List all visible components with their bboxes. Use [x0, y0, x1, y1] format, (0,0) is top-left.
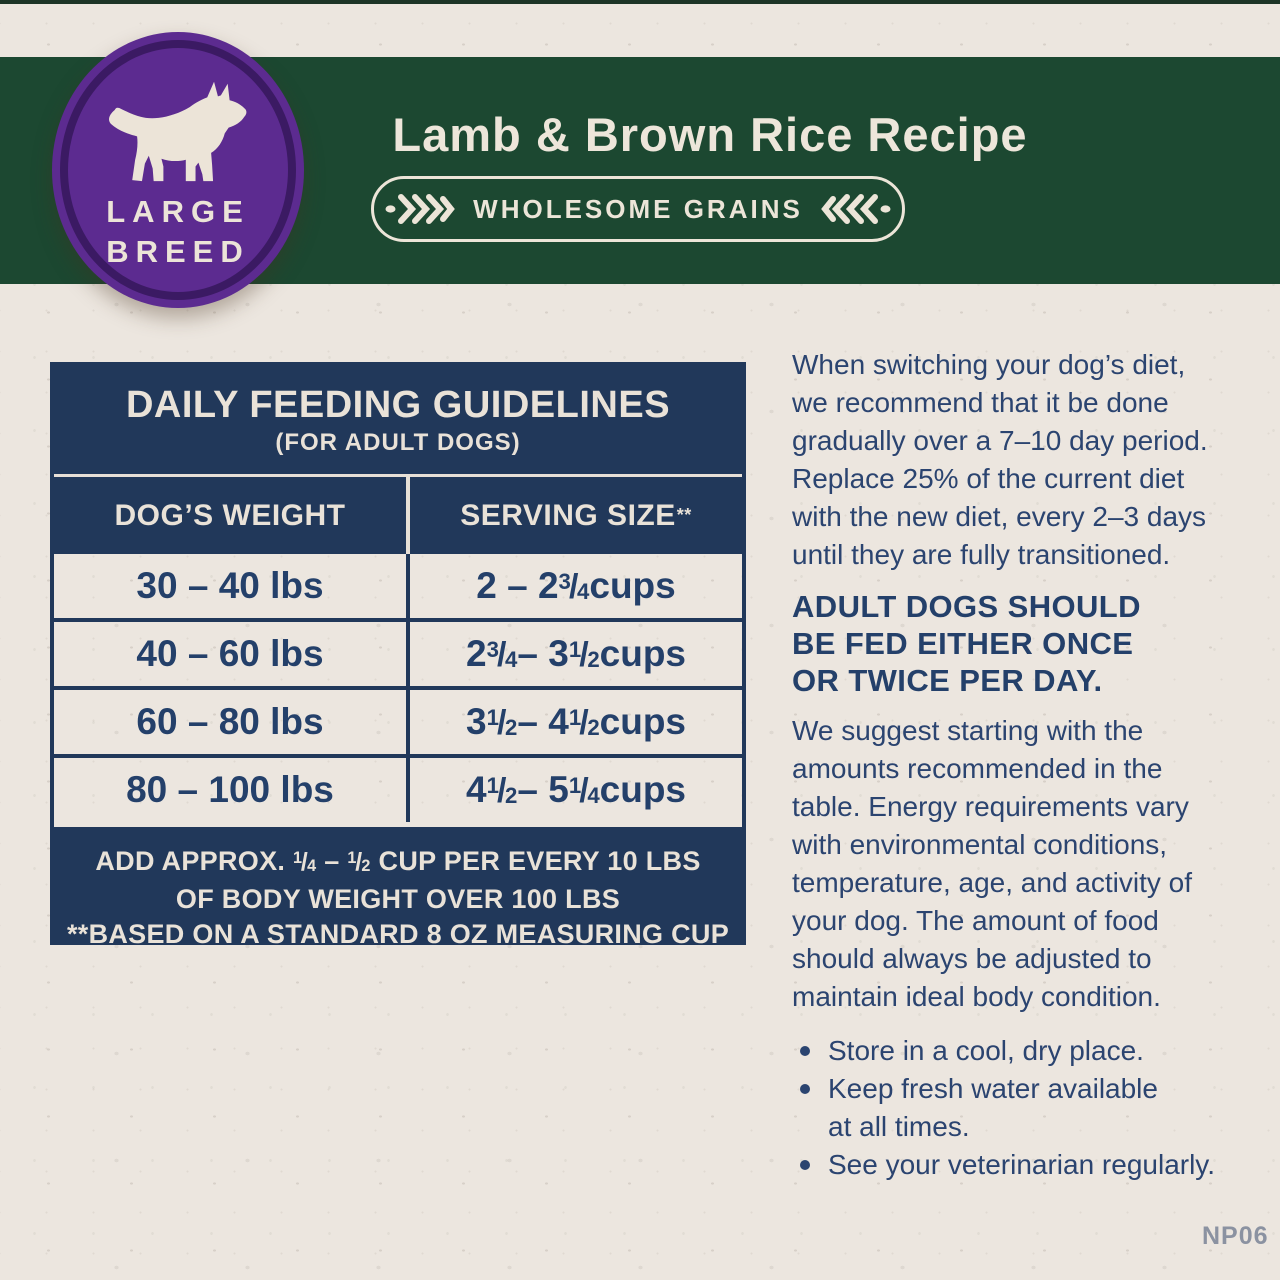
table-row: 60 – 80 lbs 3 1/2 – 4 1/2 cups	[54, 690, 742, 754]
weight-cell: 30 – 40 lbs	[136, 565, 324, 606]
list-item: Store in a cool, dry place.	[792, 1032, 1240, 1070]
adult-dogs-heading: ADULT DOGS SHOULD BE FED EITHER ONCE OR …	[792, 589, 1141, 698]
serving-cell: 2 – 2 3/4 cups	[476, 565, 676, 606]
recipe-title: Lamb & Brown Rice Recipe	[392, 108, 1028, 161]
column-divider	[406, 477, 410, 554]
table-subtitle: (FOR ADULT DOGS)	[275, 428, 521, 456]
row-separator	[54, 618, 742, 622]
serving-size-text: SERVING SIZE	[460, 498, 676, 532]
table-title-block: DAILY FEEDING GUIDELINES (FOR ADULT DOGS…	[54, 366, 742, 477]
wheat-sprig-left-icon	[385, 194, 455, 224]
weight-cell: 60 – 80 lbs	[136, 701, 324, 742]
weight-cell: 40 – 60 lbs	[136, 633, 324, 674]
table-header-row: DOG’S WEIGHT SERVING SIZE **	[54, 477, 742, 554]
list-item: Keep fresh water available at all times.	[792, 1070, 1240, 1146]
amounts-paragraph: We suggest starting with the amounts rec…	[792, 715, 1192, 1012]
footnote-line2: OF BODY WEIGHT OVER 100 LBS	[175, 883, 621, 914]
serving-size-asterisks: **	[676, 505, 692, 525]
serving-cell: 4 1/2 – 5 1/4 cups	[465, 769, 687, 810]
serving-cell: 2 3/4 – 3 1/2 cups	[465, 633, 687, 674]
wheat-sprig-right-icon	[820, 194, 891, 224]
table-row: 40 – 60 lbs 2 3/4 – 3 1/2 cups	[54, 622, 742, 686]
feeding-guidelines-table: DAILY FEEDING GUIDELINES (FOR ADULT DOGS…	[50, 362, 746, 949]
transition-paragraph: When switching your dog’s diet, we recom…	[792, 349, 1208, 570]
large-breed-label: LARGE BREED	[52, 192, 304, 272]
badge-line2: BREED	[106, 234, 250, 269]
column-divider	[406, 690, 410, 754]
list-item: See your veterinarian regularly.	[792, 1146, 1240, 1184]
large-breed-badge: LARGE BREED	[52, 32, 304, 308]
row-separator	[54, 754, 742, 758]
column-header-serving-size: SERVING SIZE **	[410, 477, 742, 554]
column-divider	[406, 758, 410, 822]
feeding-info-column: When switching your dog’s diet, we recom…	[792, 346, 1240, 1184]
table-row: 30 – 40 lbs 2 – 2 3/4 cups	[54, 554, 742, 618]
measuring-cup-note: **BASED ON A STANDARD 8 OZ MEASURING CUP	[66, 918, 730, 949]
product-code: NP06	[1202, 1222, 1269, 1250]
package-top-edge	[0, 0, 1280, 4]
table-title: DAILY FEEDING GUIDELINES	[125, 383, 671, 426]
wholesome-grains-label: WHOLESOME GRAINS	[473, 193, 803, 224]
badge-line1: LARGE	[106, 194, 250, 229]
weight-cell: 80 – 100 lbs	[126, 769, 334, 810]
column-divider	[406, 622, 410, 686]
serving-cell: 3 1/2 – 4 1/2 cups	[465, 701, 687, 742]
dog-silhouette-icon	[109, 81, 247, 182]
care-tips-list: Store in a cool, dry place. Keep fresh w…	[792, 1032, 1240, 1184]
footnote-line1: ADD APPROX. 1/4 – 1/2 CUP PER EVERY 10 L…	[95, 845, 701, 876]
row-separator	[54, 686, 742, 690]
column-divider	[406, 554, 410, 618]
table-footnote-block: ADD APPROX. 1/4 – 1/2 CUP PER EVERY 10 L…	[54, 827, 742, 949]
table-row: 80 – 100 lbs 4 1/2 – 5 1/4 cups	[54, 758, 742, 822]
wholesome-grains-badge: WHOLESOME GRAINS	[371, 176, 905, 242]
column-header-dogs-weight: DOG’S WEIGHT	[114, 498, 346, 532]
